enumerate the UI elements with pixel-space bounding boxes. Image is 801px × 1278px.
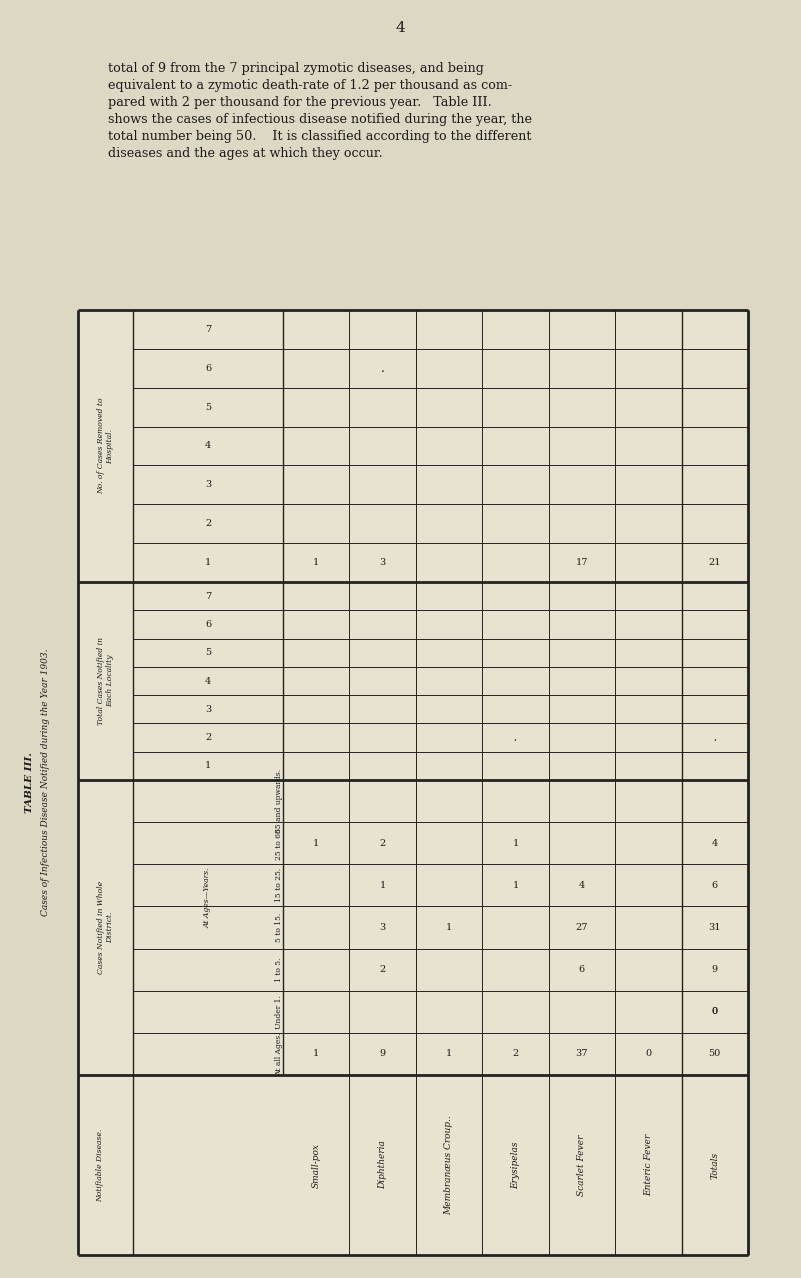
Text: 2: 2 xyxy=(205,734,211,743)
Text: 1: 1 xyxy=(205,558,211,567)
Text: 17: 17 xyxy=(576,558,588,567)
Text: Scarlet Fever: Scarlet Fever xyxy=(578,1135,586,1196)
Text: ,: , xyxy=(514,734,517,743)
Text: 1: 1 xyxy=(446,1049,453,1058)
Text: Notifiable Disease.: Notifiable Disease. xyxy=(96,1128,104,1201)
Text: 4: 4 xyxy=(579,881,585,889)
Text: 3: 3 xyxy=(380,558,386,567)
Text: 3: 3 xyxy=(205,481,211,489)
Text: 1: 1 xyxy=(380,881,386,889)
Text: 6: 6 xyxy=(205,620,211,629)
Text: 1: 1 xyxy=(205,762,211,771)
Text: 65 and upwards.: 65 and upwards. xyxy=(275,769,283,833)
Text: At Ages—Years.: At Ages—Years. xyxy=(204,868,212,928)
Text: 3: 3 xyxy=(380,923,386,932)
Text: Totals: Totals xyxy=(710,1151,719,1178)
Text: Enteric Fever: Enteric Fever xyxy=(644,1134,653,1196)
Text: 0: 0 xyxy=(712,1007,718,1016)
Text: .: . xyxy=(380,362,384,374)
Text: 6: 6 xyxy=(205,364,211,373)
Text: Cases of Infectious Disease Notified during the Year 1903.: Cases of Infectious Disease Notified dur… xyxy=(42,649,50,916)
Text: 9: 9 xyxy=(380,1049,386,1058)
Text: 2: 2 xyxy=(513,1049,518,1058)
Text: Under 1.: Under 1. xyxy=(275,994,283,1029)
Text: At all Ages.: At all Ages. xyxy=(275,1033,283,1076)
Text: Membranæus Croup..: Membranæus Croup.. xyxy=(445,1116,453,1215)
Text: 7: 7 xyxy=(205,325,211,334)
Text: 1: 1 xyxy=(313,558,320,567)
Bar xyxy=(78,311,748,1255)
Text: TABLE III.: TABLE III. xyxy=(26,751,34,813)
Text: 2: 2 xyxy=(205,519,211,528)
Text: 31: 31 xyxy=(709,923,721,932)
Text: 15 to 25.: 15 to 25. xyxy=(275,868,283,902)
Text: equivalent to a zymotic death-rate of 1.2 per thousand as com-: equivalent to a zymotic death-rate of 1.… xyxy=(108,79,512,92)
Text: pared with 2 per thousand for the previous year.   Table III.: pared with 2 per thousand for the previo… xyxy=(108,96,492,109)
Text: Small-pox: Small-pox xyxy=(312,1143,320,1187)
Text: 27: 27 xyxy=(576,923,588,932)
Text: Cases Notified in Whole
District.: Cases Notified in Whole District. xyxy=(97,881,114,974)
Text: shows the cases of infectious disease notified during the year, the: shows the cases of infectious disease no… xyxy=(108,112,532,127)
Text: diseases and the ages at which they occur.: diseases and the ages at which they occu… xyxy=(108,147,383,160)
Text: 37: 37 xyxy=(576,1049,588,1058)
Text: Total Cases Notified in
Each Locality: Total Cases Notified in Each Locality xyxy=(97,636,114,725)
Text: 4: 4 xyxy=(711,838,718,847)
Text: 1: 1 xyxy=(313,1049,320,1058)
Text: ,: , xyxy=(713,734,716,743)
Text: 50: 50 xyxy=(709,1049,721,1058)
Text: 0: 0 xyxy=(646,1049,651,1058)
Text: 1: 1 xyxy=(446,923,453,932)
Text: 5: 5 xyxy=(205,648,211,657)
Text: total of 9 from the 7 principal zymotic diseases, and being: total of 9 from the 7 principal zymotic … xyxy=(108,63,484,75)
Text: 1: 1 xyxy=(513,838,518,847)
Text: 1: 1 xyxy=(313,838,320,847)
Text: Diphtheria: Diphtheria xyxy=(378,1140,387,1190)
Text: 21: 21 xyxy=(709,558,721,567)
Text: 5: 5 xyxy=(205,403,211,412)
Text: 25 to 65.: 25 to 65. xyxy=(275,826,283,860)
Text: 6: 6 xyxy=(579,965,585,974)
Text: Erysipelas: Erysipelas xyxy=(511,1141,520,1189)
Text: 6: 6 xyxy=(712,881,718,889)
Text: 1: 1 xyxy=(513,881,518,889)
Text: 2: 2 xyxy=(380,965,386,974)
Text: 2: 2 xyxy=(380,838,386,847)
Text: 0: 0 xyxy=(712,1007,718,1016)
Text: No. of Cases Removed to
Hospital.: No. of Cases Removed to Hospital. xyxy=(97,397,114,495)
Text: 1 to 5.: 1 to 5. xyxy=(275,957,283,982)
Text: 4: 4 xyxy=(205,676,211,685)
Text: 7: 7 xyxy=(205,592,211,601)
Text: 4: 4 xyxy=(205,441,211,451)
Text: 3: 3 xyxy=(205,704,211,714)
Text: total number being 50.    It is classified according to the different: total number being 50. It is classified … xyxy=(108,130,532,143)
Text: 5 to 15.: 5 to 15. xyxy=(275,912,283,942)
Text: 4: 4 xyxy=(395,20,405,35)
Text: 9: 9 xyxy=(712,965,718,974)
